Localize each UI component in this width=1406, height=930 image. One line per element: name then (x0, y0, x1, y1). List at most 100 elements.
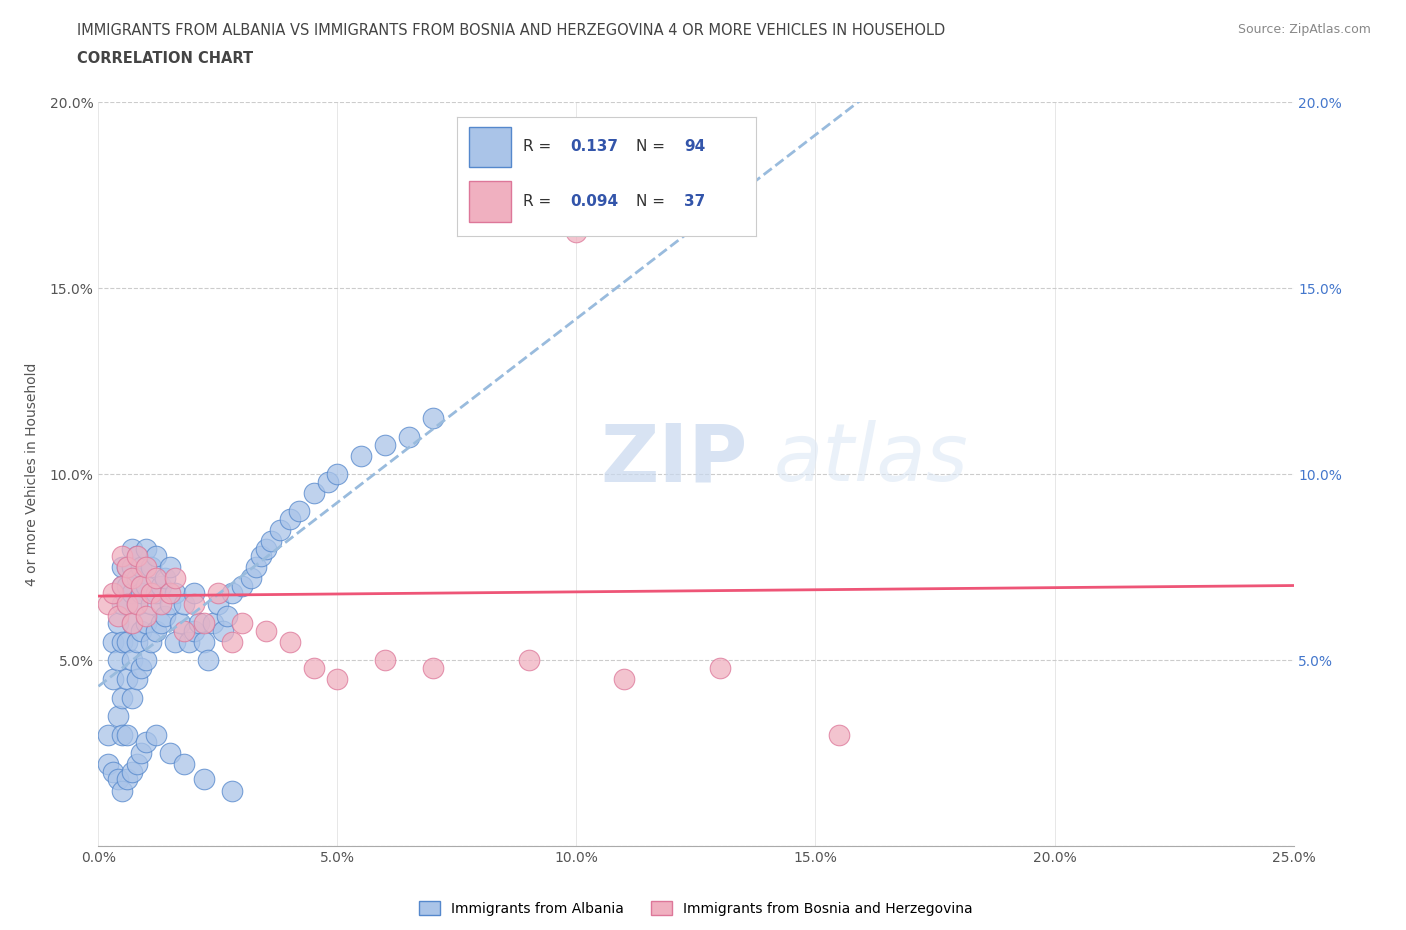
Point (125, 597, 148, 612)
Point (111, 783, 134, 798)
Point (187, 616, 209, 631)
Point (125, 671, 148, 686)
Point (111, 727, 134, 742)
Text: Source: ZipAtlas.com: Source: ZipAtlas.com (1237, 23, 1371, 36)
Point (115, 578, 138, 593)
Point (183, 623, 205, 638)
Point (202, 616, 225, 631)
Point (149, 578, 172, 593)
Point (121, 541, 143, 556)
Point (145, 586, 167, 601)
Point (115, 671, 138, 686)
Point (125, 634, 148, 649)
Point (828, 727, 851, 742)
Point (149, 597, 172, 612)
Point (107, 608, 129, 623)
Point (565, 225, 588, 240)
Point (111, 578, 134, 593)
Point (125, 571, 148, 586)
Point (111, 578, 134, 593)
Point (107, 772, 129, 787)
Point (101, 764, 124, 779)
Point (115, 560, 138, 575)
Text: atlas: atlas (773, 420, 969, 498)
Point (145, 727, 167, 742)
Point (173, 757, 195, 772)
Point (709, 660, 731, 675)
Point (121, 616, 143, 631)
Point (115, 772, 138, 787)
Point (139, 634, 162, 649)
Point (107, 616, 129, 631)
Point (183, 586, 205, 601)
Point (398, 430, 420, 445)
Point (221, 783, 243, 798)
Point (173, 597, 195, 612)
Point (125, 549, 148, 564)
Point (135, 541, 157, 556)
Point (374, 437, 396, 452)
Point (101, 586, 124, 601)
Point (155, 571, 177, 586)
Point (163, 571, 186, 586)
Point (121, 586, 143, 601)
Legend: Immigrants from Albania, Immigrants from Bosnia and Herzegovina: Immigrants from Albania, Immigrants from… (413, 896, 979, 922)
Point (135, 616, 157, 631)
Point (159, 586, 181, 601)
Point (139, 560, 162, 575)
Point (121, 560, 143, 575)
Point (326, 671, 349, 686)
Point (139, 586, 162, 601)
Point (145, 571, 167, 586)
Y-axis label: 4 or more Vehicles in Household: 4 or more Vehicles in Household (24, 363, 38, 586)
Point (121, 764, 143, 779)
Point (111, 690, 134, 705)
Point (183, 597, 205, 612)
Point (115, 597, 138, 612)
Point (145, 623, 167, 638)
Point (111, 597, 134, 612)
Point (159, 746, 181, 761)
Point (135, 735, 157, 750)
Point (131, 746, 153, 761)
Point (231, 616, 253, 631)
Point (193, 616, 215, 631)
Point (135, 608, 157, 623)
Point (131, 560, 153, 575)
Point (111, 634, 134, 649)
Point (145, 549, 167, 564)
Point (173, 623, 195, 638)
Point (193, 772, 215, 787)
Point (613, 671, 636, 686)
Point (250, 549, 273, 564)
Point (221, 586, 243, 601)
Point (115, 560, 138, 575)
Point (125, 549, 148, 564)
Point (97, 727, 120, 742)
Point (125, 597, 148, 612)
Point (159, 560, 181, 575)
Point (131, 623, 153, 638)
Point (131, 660, 153, 675)
Point (97, 757, 120, 772)
Point (107, 653, 129, 668)
Point (259, 534, 281, 549)
Point (422, 411, 444, 426)
Point (231, 578, 253, 593)
Point (470, 151, 492, 166)
Point (254, 541, 277, 556)
Point (240, 571, 263, 586)
Point (97, 597, 120, 612)
Point (107, 709, 129, 724)
Text: IMMIGRANTS FROM ALBANIA VS IMMIGRANTS FROM BOSNIA AND HERZEGOVINA 4 OR MORE VEHI: IMMIGRANTS FROM ALBANIA VS IMMIGRANTS FR… (77, 23, 946, 38)
Point (221, 634, 243, 649)
Point (149, 616, 172, 631)
Point (269, 523, 291, 538)
Point (121, 571, 143, 586)
Point (517, 653, 540, 668)
Point (155, 608, 177, 623)
Point (179, 634, 201, 649)
Point (115, 597, 138, 612)
Point (207, 597, 229, 612)
Point (101, 671, 124, 686)
